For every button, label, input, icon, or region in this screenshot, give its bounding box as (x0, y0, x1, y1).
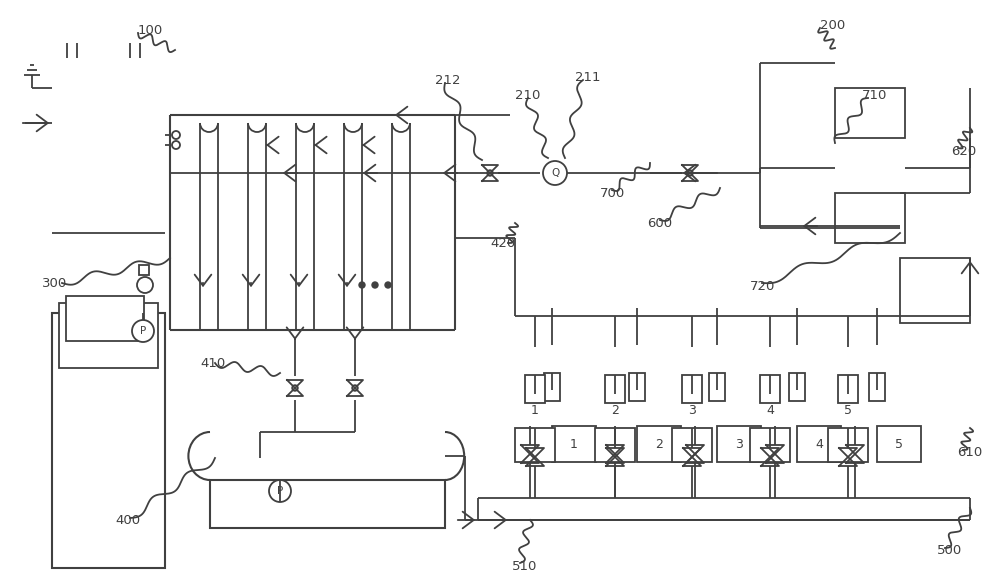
Circle shape (359, 282, 365, 288)
Circle shape (132, 320, 154, 342)
Text: 720: 720 (750, 279, 775, 292)
Bar (838, 375, 858, 403)
Text: 5: 5 (844, 405, 852, 417)
Text: 410: 410 (200, 356, 225, 369)
Bar (66, 296, 144, 341)
Text: 200: 200 (820, 18, 845, 32)
Bar (210, 480, 445, 528)
Circle shape (172, 131, 180, 139)
Text: P: P (140, 326, 146, 336)
Text: 212: 212 (435, 74, 460, 86)
Text: 4: 4 (766, 405, 774, 417)
Text: 300: 300 (42, 276, 67, 289)
Bar (139, 265, 149, 275)
Text: 210: 210 (515, 89, 540, 102)
Bar (797, 426, 841, 462)
Bar (52, 313, 165, 568)
Bar (835, 193, 905, 243)
Circle shape (689, 454, 695, 460)
Text: 2: 2 (611, 405, 619, 417)
Text: 700: 700 (600, 186, 625, 199)
Text: 100: 100 (138, 24, 163, 36)
Text: 5: 5 (895, 437, 903, 450)
Circle shape (269, 480, 291, 502)
Bar (682, 375, 702, 403)
Bar (605, 375, 625, 403)
Circle shape (137, 277, 153, 293)
Text: 500: 500 (937, 544, 962, 557)
Bar (672, 428, 712, 462)
Circle shape (692, 451, 698, 457)
Text: 3: 3 (735, 437, 743, 450)
Circle shape (543, 161, 567, 185)
Text: 211: 211 (575, 71, 600, 83)
Circle shape (767, 454, 773, 460)
Text: 1: 1 (531, 405, 539, 417)
Circle shape (352, 385, 358, 391)
Bar (637, 426, 681, 462)
Bar (750, 428, 790, 462)
Text: 2: 2 (655, 437, 663, 450)
Text: 4: 4 (815, 437, 823, 450)
Circle shape (527, 451, 533, 457)
Text: 510: 510 (512, 560, 537, 573)
Text: 600: 600 (647, 216, 672, 229)
Text: 710: 710 (862, 89, 887, 102)
Bar (717, 426, 761, 462)
Circle shape (852, 451, 858, 457)
Bar (828, 428, 868, 462)
Circle shape (532, 454, 538, 460)
Text: 610: 610 (957, 446, 982, 459)
Bar (709, 373, 725, 401)
Circle shape (772, 451, 778, 457)
Circle shape (172, 141, 180, 149)
Text: 420: 420 (490, 236, 515, 249)
Circle shape (845, 454, 851, 460)
Circle shape (487, 170, 493, 176)
Circle shape (612, 454, 618, 460)
Circle shape (612, 451, 618, 457)
Bar (789, 373, 805, 401)
Circle shape (292, 385, 298, 391)
Bar (629, 373, 645, 401)
Bar (515, 428, 555, 462)
Circle shape (372, 282, 378, 288)
Bar (869, 373, 885, 401)
Bar (552, 426, 596, 462)
Bar (525, 375, 545, 403)
Text: 1: 1 (570, 437, 578, 450)
Bar (835, 88, 905, 138)
Bar (595, 428, 635, 462)
Text: 3: 3 (688, 405, 696, 417)
Bar (544, 373, 560, 401)
Bar (900, 258, 970, 323)
Text: 620: 620 (951, 145, 976, 158)
Circle shape (687, 170, 693, 176)
Bar (760, 375, 780, 403)
Circle shape (385, 282, 391, 288)
Bar (877, 426, 921, 462)
Text: 400: 400 (115, 514, 140, 527)
Bar (59, 303, 158, 368)
Text: P: P (277, 486, 283, 496)
Text: Q: Q (551, 168, 559, 178)
